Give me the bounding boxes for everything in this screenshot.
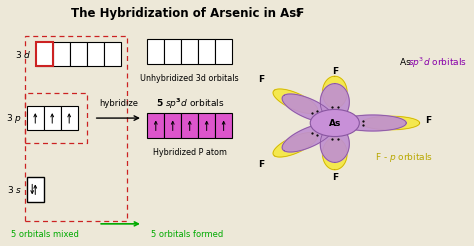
Polygon shape [282, 94, 334, 123]
Text: As: As [400, 58, 413, 67]
Text: Unhybridized 3d orbitals: Unhybridized 3d orbitals [140, 74, 239, 83]
Bar [61, 106, 78, 130]
Bar [87, 42, 103, 66]
Bar [164, 113, 181, 138]
Bar [164, 39, 181, 64]
Polygon shape [273, 89, 318, 114]
Text: F: F [426, 116, 432, 125]
Text: 5 orbitals formed: 5 orbitals formed [151, 230, 224, 239]
Bar [147, 39, 164, 64]
Text: hybridize: hybridize [99, 99, 138, 108]
Polygon shape [322, 76, 347, 108]
Polygon shape [339, 115, 406, 131]
Polygon shape [282, 123, 334, 152]
Polygon shape [320, 125, 349, 162]
Bar [25, 36, 127, 221]
Text: $\mathit{sp}^3\mathit{d}$ orbitals: $\mathit{sp}^3\mathit{d}$ orbitals [409, 56, 467, 70]
Bar [27, 106, 44, 130]
Text: $\mathbf{5\ \mathit{sp}^3\mathit{d}}$ orbitals: $\mathbf{5\ \mathit{sp}^3\mathit{d}}$ or… [155, 96, 224, 111]
Bar [70, 42, 87, 66]
Bar [181, 39, 198, 64]
Bar [147, 113, 164, 138]
Text: 3 $d$: 3 $d$ [15, 49, 31, 60]
Text: 5: 5 [295, 9, 301, 18]
Polygon shape [273, 132, 318, 157]
Bar [215, 39, 232, 64]
Polygon shape [320, 84, 349, 121]
Text: 5 orbitals mixed: 5 orbitals mixed [11, 230, 79, 239]
Bar [36, 42, 53, 66]
Bar [25, 93, 87, 143]
Text: F: F [332, 67, 338, 76]
Polygon shape [322, 138, 347, 170]
Bar [181, 113, 198, 138]
Polygon shape [362, 116, 419, 130]
Bar [44, 106, 61, 130]
Bar [215, 113, 232, 138]
Text: As: As [328, 119, 341, 127]
Bar [198, 39, 215, 64]
Bar [103, 42, 120, 66]
Text: The Hybridization of Arsenic in AsF: The Hybridization of Arsenic in AsF [71, 7, 304, 20]
Text: F - $p$ orbitals: F - $p$ orbitals [375, 151, 433, 164]
Text: F: F [332, 173, 338, 182]
Bar [27, 177, 44, 202]
Bar [36, 42, 53, 66]
Text: F: F [258, 76, 264, 84]
Bar [53, 42, 70, 66]
Bar [198, 113, 215, 138]
Text: F: F [258, 160, 264, 169]
Circle shape [310, 109, 359, 137]
Text: Hybridized P atom: Hybridized P atom [153, 148, 227, 157]
Text: 3 $p$: 3 $p$ [7, 112, 22, 124]
Text: 3 $s$: 3 $s$ [7, 184, 22, 195]
